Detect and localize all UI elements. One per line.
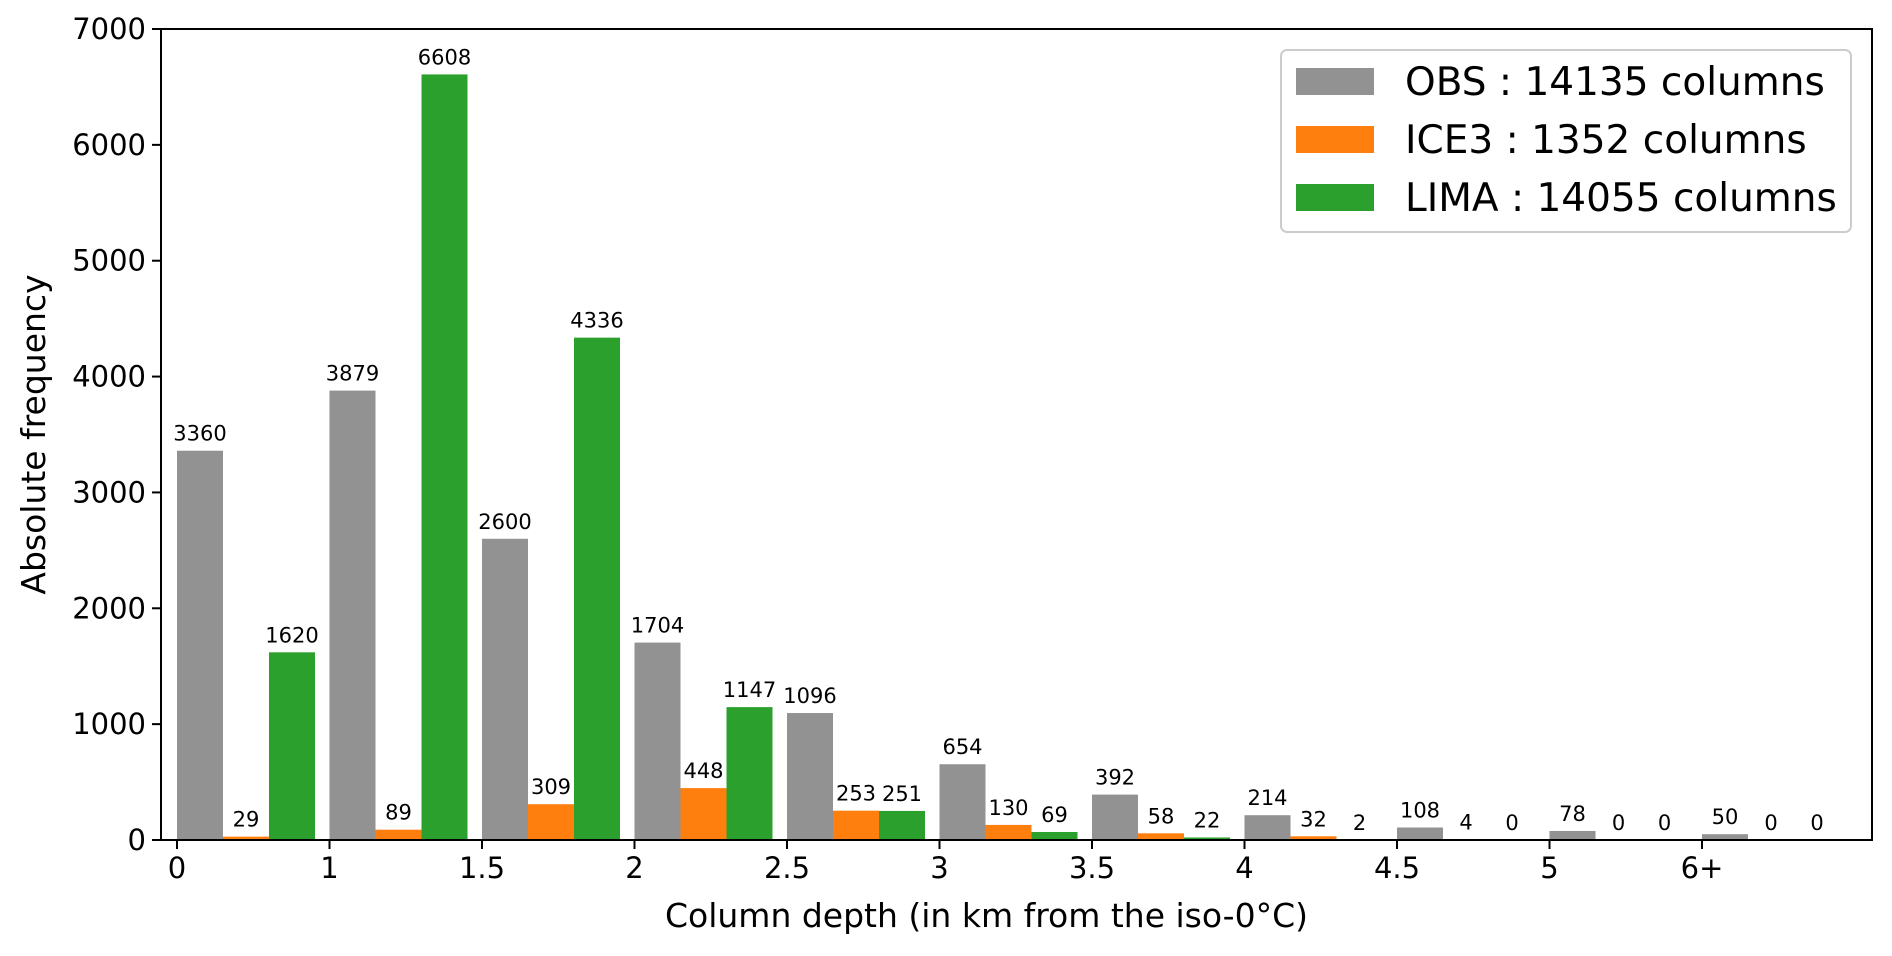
- y-tick-label: 4000: [72, 360, 146, 394]
- x-tick-label: 6+: [1681, 851, 1724, 885]
- bar-lima-0: [269, 652, 315, 840]
- data-label-ice3-1: 89: [385, 801, 412, 825]
- bar-ice3-7: [1290, 836, 1337, 840]
- data-label-obs-4: 1096: [783, 684, 836, 708]
- data-label-obs-9: 78: [1559, 802, 1586, 826]
- data-label-obs-8: 108: [1400, 798, 1440, 822]
- bar-ice3-4: [833, 810, 879, 840]
- x-tick-label: 0: [168, 851, 186, 885]
- data-label-obs-10: 50: [1712, 805, 1739, 829]
- data-label-lima-3: 1147: [723, 678, 776, 702]
- bar-lima-4: [879, 810, 925, 840]
- bar-ice3-6: [1138, 833, 1184, 840]
- data-label-lima-10: 0: [1810, 811, 1823, 835]
- legend-label-ice3: ICE3 : 1352 columns: [1405, 118, 1807, 163]
- bar-ice3-3: [680, 788, 727, 840]
- legend-swatch-obs: [1296, 68, 1374, 95]
- y-tick-label: 0: [128, 823, 146, 857]
- legend-box: [1280, 49, 1852, 233]
- y-tick-label: 6000: [72, 128, 146, 162]
- x-tick-label: 5: [1540, 851, 1558, 885]
- data-label-obs-6: 392: [1095, 766, 1135, 790]
- data-label-ice3-9: 0: [1612, 811, 1625, 835]
- data-label-ice3-0: 29: [233, 808, 260, 832]
- data-label-lima-6: 22: [1194, 808, 1221, 832]
- y-tick-label: 2000: [72, 591, 146, 625]
- bar-obs-10: [1702, 834, 1748, 840]
- y-tick-label: 5000: [72, 244, 146, 278]
- data-label-ice3-6: 58: [1148, 804, 1175, 828]
- bar-obs-0: [177, 450, 223, 840]
- bar-obs-8: [1397, 827, 1443, 840]
- y-axis-label: Absolute frequency: [14, 274, 53, 594]
- bar-obs-9: [1549, 830, 1596, 840]
- data-label-lima-7: 2: [1353, 811, 1366, 835]
- data-label-obs-0: 3360: [173, 422, 226, 446]
- legend-label-obs: OBS : 14135 columns: [1405, 60, 1825, 105]
- data-label-obs-5: 654: [942, 735, 982, 759]
- data-label-lima-9: 0: [1658, 811, 1671, 835]
- legend: OBS : 14135 columns ICE3 : 1352 columns LI…: [1280, 49, 1852, 233]
- bar-obs-1: [329, 390, 376, 840]
- x-tick-label: 2.5: [764, 851, 810, 885]
- bar-lima-6: [1184, 837, 1230, 840]
- bar-lima-2: [574, 337, 620, 840]
- x-tick-label: 4: [1235, 851, 1253, 885]
- y-tick-label: 7000: [72, 12, 146, 46]
- bar-obs-2: [482, 538, 528, 840]
- data-label-obs-2: 2600: [478, 510, 531, 534]
- bar-lima-3: [726, 707, 773, 840]
- bar-obs-6: [1092, 794, 1138, 840]
- data-label-ice3-5: 130: [988, 796, 1028, 820]
- bar-ice3-2: [528, 804, 574, 840]
- bar-lima-1: [421, 74, 468, 840]
- legend-swatch-ice3: [1296, 126, 1374, 153]
- data-label-obs-3: 1704: [631, 614, 684, 638]
- data-label-lima-0: 1620: [265, 623, 318, 647]
- bar-ice3-0: [223, 836, 269, 840]
- data-label-lima-1: 6608: [418, 45, 471, 69]
- x-tick-label: 1: [320, 851, 338, 885]
- bar-lima-5: [1031, 832, 1078, 840]
- data-label-lima-4: 251: [882, 782, 922, 806]
- data-label-ice3-7: 32: [1300, 807, 1327, 831]
- y-tick-label: 1000: [72, 707, 146, 741]
- data-label-ice3-3: 448: [683, 759, 723, 783]
- bar-ice3-5: [985, 824, 1032, 840]
- data-label-ice3-8: 4: [1459, 811, 1472, 835]
- legend-label-lima: LIMA : 14055 columns: [1405, 176, 1837, 221]
- data-label-obs-1: 3879: [326, 362, 379, 386]
- data-label-lima-8: 0: [1505, 811, 1518, 835]
- plot-frame: [160, 28, 1873, 841]
- bars-layer: [177, 74, 1748, 840]
- bar-obs-3: [634, 642, 681, 840]
- x-tick-label: 2: [625, 851, 643, 885]
- legend-swatch-lima: [1296, 184, 1374, 211]
- data-label-lima-5: 69: [1041, 803, 1068, 827]
- bar-obs-5: [939, 764, 986, 840]
- x-tick-label: 3: [930, 851, 948, 885]
- y-tick-label: 3000: [72, 475, 146, 509]
- data-label-ice3-2: 309: [531, 775, 571, 799]
- x-tick-label: 1.5: [459, 851, 505, 885]
- data-label-obs-7: 214: [1247, 786, 1287, 810]
- x-axis-label: Column depth (in km from the iso-0°C): [665, 896, 1308, 935]
- bar-ice3-1: [375, 829, 422, 840]
- data-labels-layer: 3360 3879 2600 1704 1096 654 392 214 108 78 50 29 89…: [173, 45, 1823, 835]
- x-tick-label: 4.5: [1374, 851, 1420, 885]
- bar-obs-4: [787, 713, 833, 840]
- data-label-ice3-4: 253: [836, 782, 876, 806]
- data-label-ice3-10: 0: [1764, 811, 1777, 835]
- bar-obs-7: [1244, 815, 1291, 840]
- data-label-lima-2: 4336: [570, 309, 623, 333]
- x-tick-label: 3.5: [1069, 851, 1115, 885]
